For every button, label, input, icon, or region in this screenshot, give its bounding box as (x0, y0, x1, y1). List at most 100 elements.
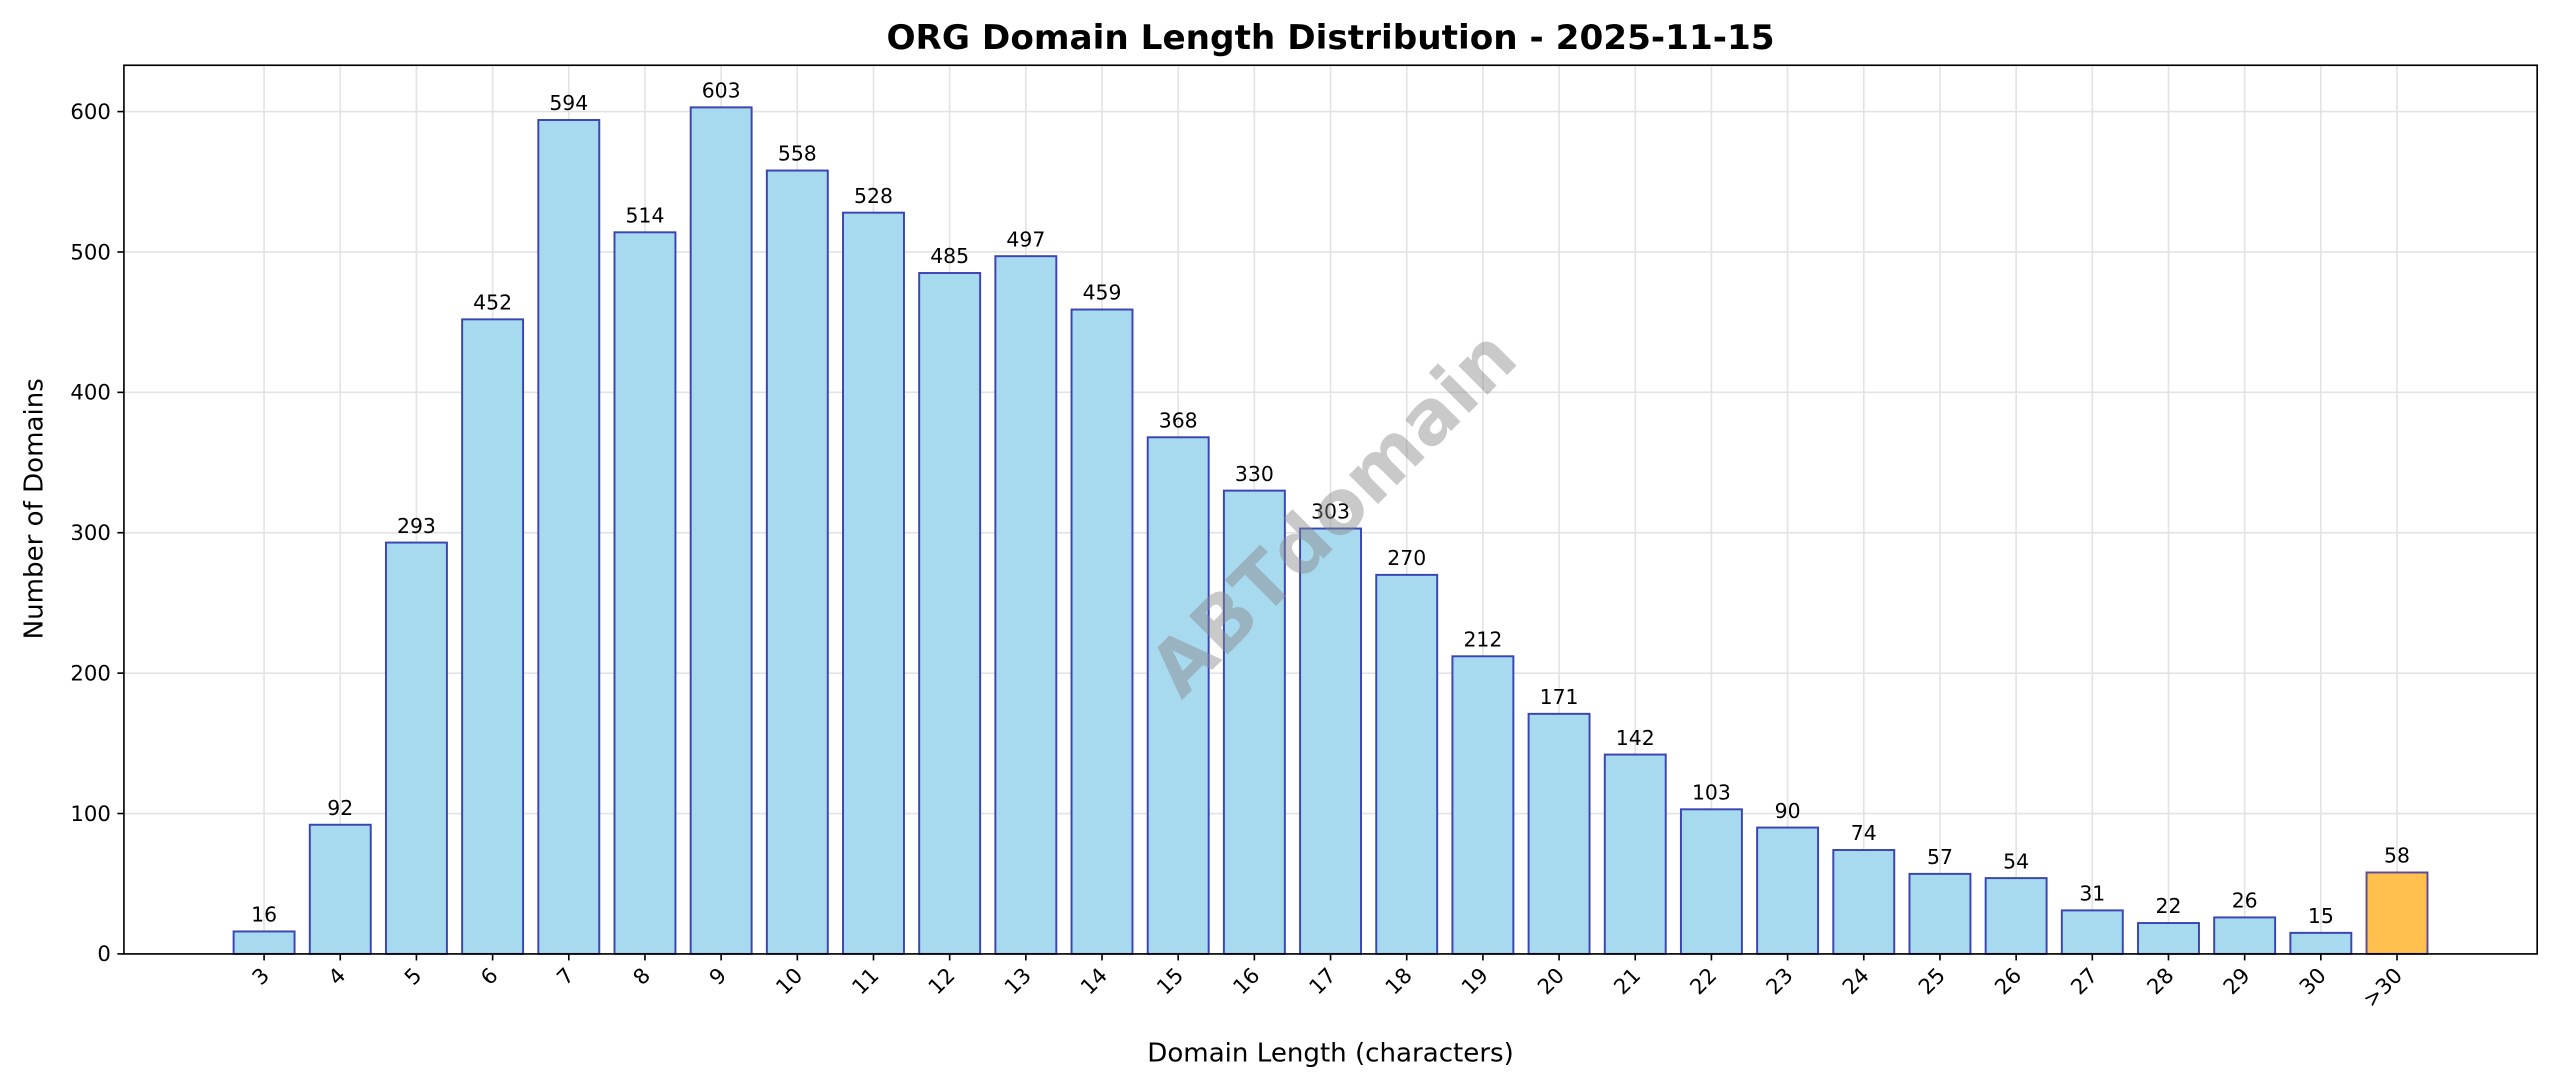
data-label: 368 (1159, 409, 1198, 433)
bar-23 (1756, 826, 1820, 955)
y-tick-label: 400 (70, 380, 110, 405)
data-label: 497 (1006, 227, 1045, 251)
x-tick-label: 6 (475, 963, 502, 990)
x-tick-label: 22 (1685, 963, 1722, 1000)
data-label: 485 (930, 244, 969, 268)
data-label: 26 (2232, 889, 2258, 913)
data-label: 54 (2003, 849, 2029, 873)
data-label: 212 (1463, 628, 1502, 652)
data-label: 16 (251, 903, 277, 927)
bar-27 (2060, 909, 2124, 955)
y-tick-label: 100 (70, 801, 110, 826)
data-label: 594 (549, 91, 588, 115)
x-tick-label: 28 (2142, 963, 2179, 1000)
x-tick-label: 10 (771, 963, 808, 1000)
bar-10 (765, 169, 829, 955)
y-axis-ticks: 0 100 200 300 400 500 600 (70, 99, 124, 966)
y-tick-label: 200 (70, 660, 110, 685)
bar-12 (918, 272, 982, 955)
data-label: 303 (1311, 500, 1350, 524)
bar-26 (1984, 877, 2048, 955)
y-tick-label: 600 (70, 99, 110, 124)
x-tick-label: 11 (847, 963, 884, 1000)
plot-frame (123, 64, 2538, 955)
x-tick-label: 5 (399, 963, 426, 990)
data-label: 103 (1692, 781, 1731, 805)
bar-18 (1375, 573, 1439, 955)
x-tick-label: 17 (1304, 963, 1341, 1000)
data-label: 15 (2308, 904, 2334, 928)
data-label: 528 (854, 184, 893, 208)
x-tick-label: 30 (2294, 963, 2331, 1000)
x-tick-label: 20 (1532, 963, 1569, 1000)
x-tick-label: 29 (2218, 963, 2255, 1000)
x-tick-label: >30 (2358, 963, 2407, 1012)
data-label: 603 (702, 79, 741, 103)
y-tick-label: 0 (97, 941, 110, 966)
bar-5 (384, 541, 448, 955)
x-tick-label: 27 (2066, 963, 2103, 1000)
y-tick-label: 300 (70, 520, 110, 545)
x-tick-label: 23 (1761, 963, 1798, 1000)
bar-19 (1451, 655, 1515, 955)
x-axis-title: Domain Length (characters) (1147, 1039, 1514, 1069)
x-tick-label: 19 (1456, 963, 1493, 1000)
x-axis-ticks: 3 4 5 6 7 8 9 10 11 12 13 14 15 16 17 18 19 20 21 22 23 24 25 2… (247, 953, 2407, 1012)
x-tick-label: 9 (704, 963, 731, 990)
data-label: 142 (1616, 726, 1655, 750)
bars (232, 106, 2429, 955)
bar->30 (2365, 871, 2429, 955)
bar-15 (1146, 436, 1210, 955)
bar-13 (994, 255, 1058, 955)
x-tick-label: 16 (1228, 963, 1265, 1000)
y-tick-label: 500 (70, 239, 110, 264)
bar-16 (1222, 489, 1286, 955)
data-label: 293 (397, 514, 436, 538)
bar-3 (232, 930, 296, 955)
x-tick-label: 26 (1989, 963, 2026, 1000)
data-label: 330 (1235, 462, 1274, 486)
x-tick-label: 18 (1380, 963, 1417, 1000)
x-tick-label: 4 (323, 963, 350, 990)
bar-11 (842, 211, 905, 955)
data-label: 514 (626, 204, 665, 228)
bar-14 (1070, 308, 1134, 955)
x-tick-label: 24 (1837, 963, 1874, 1000)
bar-24 (1832, 849, 1896, 955)
y-axis-title: Number of Domains (19, 378, 49, 639)
bar-25 (1908, 872, 1972, 955)
x-tick-label: 25 (1913, 963, 1950, 1000)
bar-29 (2213, 916, 2277, 955)
x-tick-label: 7 (552, 963, 579, 990)
data-label: 171 (1540, 685, 1579, 709)
bar-8 (613, 231, 677, 955)
x-tick-label: 8 (628, 963, 655, 990)
x-tick-label: 13 (999, 963, 1036, 1000)
bar-7 (537, 119, 601, 955)
x-tick-label: 15 (1152, 963, 1189, 1000)
bar-17 (1299, 527, 1362, 955)
data-labels: 16 92 293 452 594 514 603 558 528 485 497 459 368 330… (251, 79, 2410, 928)
x-tick-label: 12 (923, 963, 960, 1000)
bar-4 (308, 823, 372, 955)
data-label: 270 (1387, 546, 1426, 570)
data-label: 31 (2079, 882, 2105, 906)
x-tick-label: 3 (247, 963, 274, 990)
data-label: 459 (1083, 281, 1122, 305)
bar-22 (1679, 808, 1743, 955)
bar-9 (689, 106, 753, 955)
data-label: 92 (327, 796, 353, 820)
data-label: 558 (778, 142, 817, 166)
x-tick-label: 21 (1609, 963, 1646, 1000)
chart-title: ORG Domain Length Distribution - 2025-11… (886, 18, 1774, 58)
bar-30 (2289, 931, 2353, 955)
bar-21 (1603, 753, 1667, 955)
bar-6 (461, 318, 525, 955)
data-label: 22 (2156, 894, 2182, 918)
data-label: 74 (1851, 821, 1877, 845)
data-label: 452 (473, 291, 512, 315)
bar-20 (1527, 712, 1591, 955)
data-label: 90 (1775, 799, 1801, 823)
bar-28 (2137, 922, 2200, 955)
